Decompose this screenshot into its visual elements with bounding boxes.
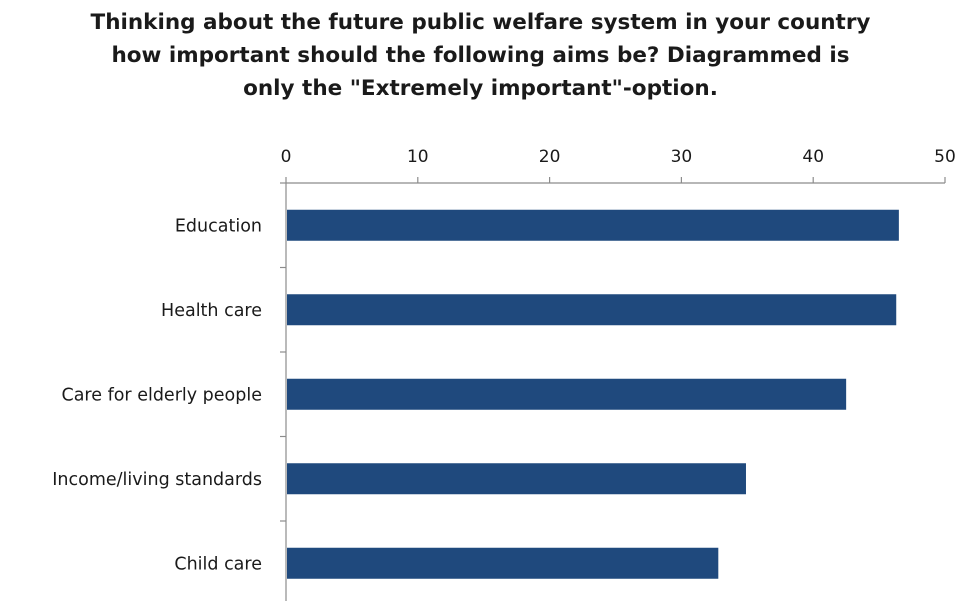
x-tick-label: 50 <box>934 147 956 167</box>
bar <box>287 463 746 495</box>
category-label: Child care <box>174 554 262 574</box>
x-axis: 0 10 20 30 40 50 <box>281 147 956 184</box>
x-tick-label: 20 <box>539 147 561 167</box>
bar <box>287 547 719 579</box>
y-axis <box>280 182 287 601</box>
chart-title-line-1: Thinking about the future public welfare… <box>90 10 871 35</box>
bar <box>287 294 897 326</box>
bars <box>287 209 899 579</box>
x-tick-label: 30 <box>671 147 693 167</box>
x-tick-label: 10 <box>407 147 429 167</box>
chart-title: Thinking about the future public welfare… <box>0 6 961 105</box>
category-label: Education <box>175 216 262 236</box>
category-label: Care for elderly people <box>61 385 262 405</box>
category-label: Income/living standards <box>52 470 262 490</box>
chart-title-line-2: how important should the following aims … <box>111 43 850 68</box>
x-tick-label: 0 <box>281 147 292 167</box>
x-tick-label: 40 <box>802 147 824 167</box>
category-labels: Education Health care Care for elderly peo… <box>52 216 262 574</box>
chart-title-line-3: only the "Extremely important"-option. <box>243 76 718 101</box>
category-label: Health care <box>161 301 262 321</box>
bar <box>287 378 847 410</box>
bar <box>287 209 899 241</box>
